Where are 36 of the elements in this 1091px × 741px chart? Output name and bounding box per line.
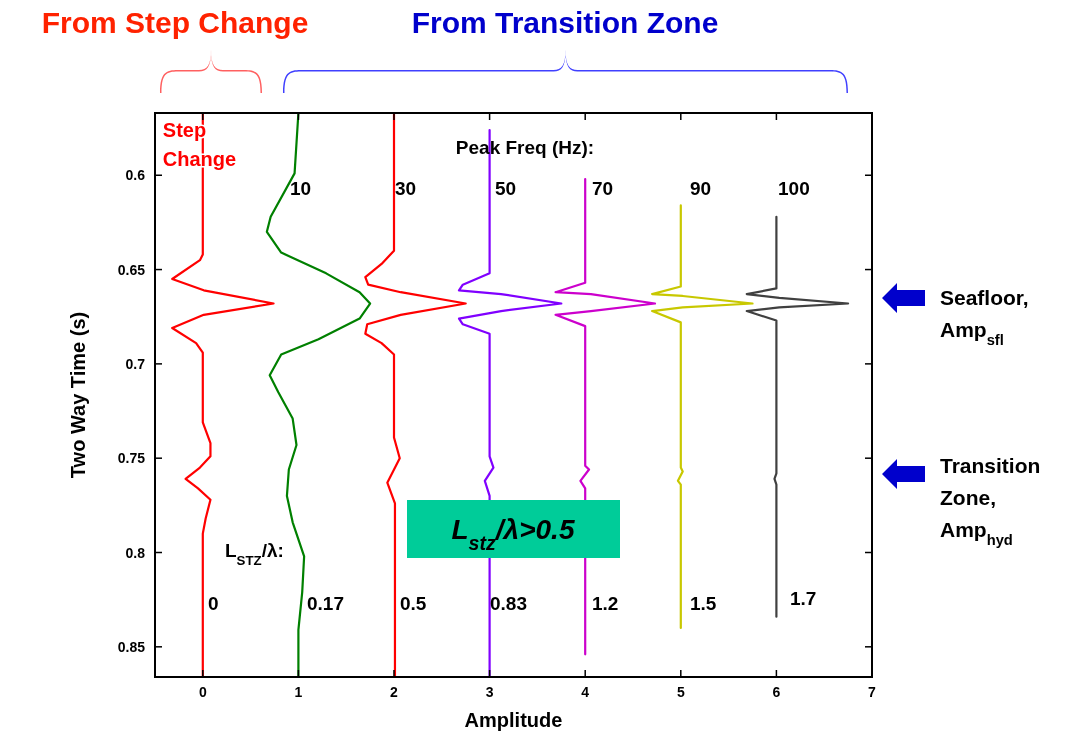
annotation: 100 — [778, 178, 810, 199]
annotation: L$_{stz}$/λ>0.5 — [451, 514, 575, 554]
y-tick-label: 0.8 — [125, 544, 146, 561]
x-axis-title: Amplitude — [464, 709, 563, 731]
line-series — [651, 204, 754, 630]
line-series — [745, 215, 850, 618]
annotation: 0.17 — [307, 593, 344, 614]
text: From Step Change — [41, 6, 309, 39]
annotation: 90 — [690, 178, 712, 199]
annotation: 10 — [290, 178, 312, 199]
annotation: 0 — [208, 593, 219, 614]
x-tick-label: 4 — [581, 684, 590, 700]
annotation: 1.7 — [790, 588, 817, 609]
annotation: 30 — [395, 178, 417, 199]
annotation: 1.2 — [592, 593, 619, 614]
annotation: 0.5 — [400, 593, 427, 614]
text: Seafloor, Amp$_{sfl}$ — [940, 286, 1029, 348]
annotation: 50 — [495, 178, 517, 199]
annotation: L$_{STZ}$/λ: — [225, 540, 284, 568]
text: From Transition Zone — [411, 6, 719, 39]
x-tick-label: 7 — [868, 684, 877, 700]
y-tick-label: 0.6 — [125, 167, 146, 184]
annotation: 1.5 — [690, 593, 717, 614]
x-tick-label: 5 — [676, 684, 685, 700]
x-tick-label: 6 — [772, 684, 781, 700]
x-tick-label: 2 — [390, 684, 399, 700]
y-tick-label: 0.65 — [117, 261, 146, 278]
text: Transition Zone, Amp$_{hyd}$ — [940, 454, 1041, 548]
x-tick-label: 1 — [294, 684, 303, 700]
y-tick-label: 0.75 — [117, 450, 146, 467]
y-tick-label: 0.7 — [125, 355, 146, 372]
annotation: 70 — [592, 178, 614, 199]
x-tick-label: 3 — [485, 684, 494, 700]
x-tick-label: 0 — [198, 684, 207, 700]
y-tick-label: 0.85 — [117, 638, 146, 655]
y-axis-title: Two Way Time (s) — [67, 311, 89, 479]
